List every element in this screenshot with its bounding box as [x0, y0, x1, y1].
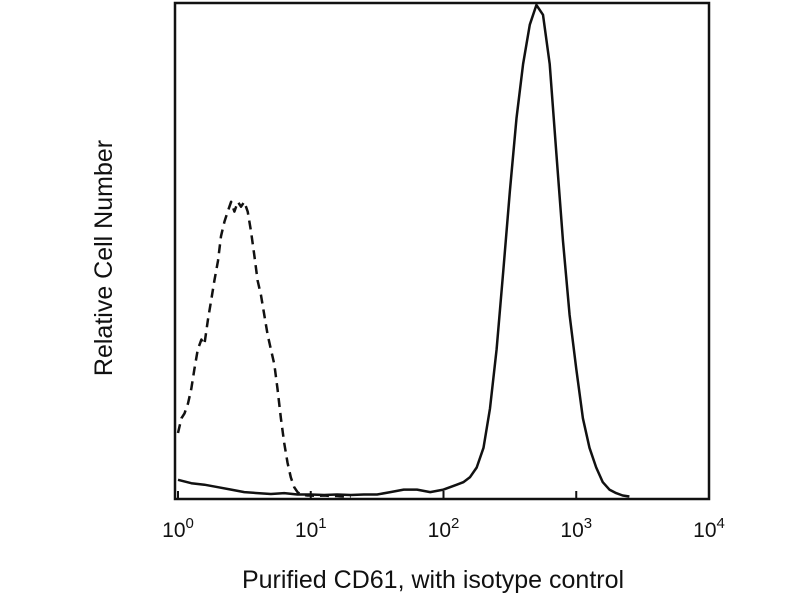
x-tick-exponent: 2	[451, 515, 459, 532]
isotype-control-histogram-line	[176, 200, 351, 498]
x-axis-ticks: 100 101 102 103 104	[162, 491, 725, 542]
x-tick-label: 103	[560, 515, 592, 542]
x-tick-base: 10	[428, 519, 451, 542]
x-tick-exponent: 3	[584, 515, 592, 532]
x-tick-exponent: 4	[717, 515, 725, 532]
x-tick-exponent: 1	[318, 515, 326, 532]
x-tick-base: 10	[560, 519, 583, 542]
cd61-histogram-line	[177, 3, 630, 498]
histogram-series-layer	[176, 3, 630, 498]
x-tick-exponent: 0	[186, 515, 194, 532]
plot-frame	[173, 1, 711, 501]
x-axis-label: Purified CD61, with isotype control	[242, 566, 624, 594]
x-tick-label: 104	[693, 515, 725, 542]
x-tick-label: 100	[162, 515, 194, 542]
x-tick-base: 10	[693, 519, 716, 542]
x-tick-base: 10	[295, 519, 318, 542]
x-tick-label: 101	[295, 515, 327, 542]
y-axis-label: Relative Cell Number	[90, 140, 118, 376]
x-tick-label: 102	[428, 515, 460, 542]
x-tick-base: 10	[162, 519, 185, 542]
